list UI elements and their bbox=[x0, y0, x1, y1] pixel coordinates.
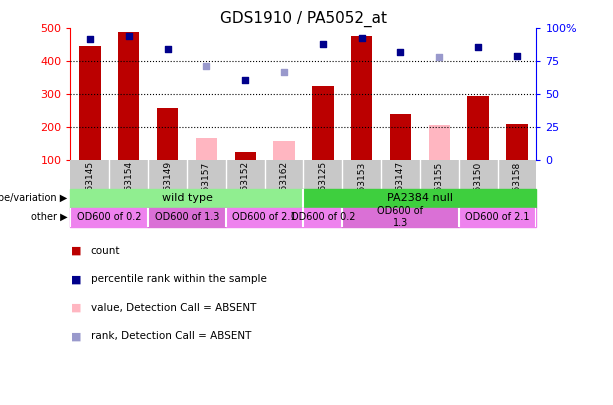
Point bbox=[512, 53, 522, 59]
Text: ■: ■ bbox=[70, 275, 81, 284]
Bar bbox=[70, 189, 303, 208]
Text: OD600 of 0.2: OD600 of 0.2 bbox=[77, 212, 142, 222]
Text: rank, Detection Call = ABSENT: rank, Detection Call = ABSENT bbox=[91, 331, 251, 341]
Text: ■: ■ bbox=[70, 246, 81, 256]
Text: GSM63155: GSM63155 bbox=[435, 161, 444, 211]
Bar bbox=[226, 208, 303, 227]
Bar bbox=[506, 124, 528, 160]
Point bbox=[240, 77, 250, 83]
Text: OD600 of 1.3: OD600 of 1.3 bbox=[154, 212, 219, 222]
Text: ■: ■ bbox=[70, 303, 81, 313]
Point bbox=[279, 68, 289, 75]
Bar bbox=[79, 47, 101, 160]
Bar bbox=[157, 108, 178, 160]
Bar bbox=[235, 151, 256, 160]
Bar bbox=[303, 189, 536, 208]
Bar bbox=[459, 208, 536, 227]
Text: OD600 of 2.1: OD600 of 2.1 bbox=[232, 212, 297, 222]
Point bbox=[318, 41, 328, 47]
Text: PA2384 null: PA2384 null bbox=[387, 193, 453, 203]
Bar bbox=[196, 139, 217, 160]
Bar bbox=[312, 86, 333, 160]
Bar bbox=[428, 125, 450, 160]
Text: GSM63153: GSM63153 bbox=[357, 161, 366, 211]
Text: genotype/variation ▶: genotype/variation ▶ bbox=[0, 193, 67, 203]
Point bbox=[435, 54, 444, 60]
Point bbox=[162, 46, 172, 53]
Text: GSM63152: GSM63152 bbox=[241, 161, 249, 211]
Point bbox=[202, 63, 211, 70]
Point bbox=[85, 36, 95, 42]
Text: GSM63154: GSM63154 bbox=[124, 161, 133, 211]
Bar bbox=[273, 141, 295, 160]
Text: value, Detection Call = ABSENT: value, Detection Call = ABSENT bbox=[91, 303, 256, 313]
Bar bbox=[468, 96, 489, 160]
Text: OD600 of
1.3: OD600 of 1.3 bbox=[378, 207, 424, 228]
Point bbox=[357, 34, 367, 41]
Text: GSM63125: GSM63125 bbox=[318, 161, 327, 211]
Bar bbox=[351, 36, 372, 160]
Text: GSM63158: GSM63158 bbox=[512, 161, 522, 211]
Text: GSM63145: GSM63145 bbox=[85, 161, 94, 211]
Text: GSM63147: GSM63147 bbox=[396, 161, 405, 211]
Point bbox=[395, 49, 405, 55]
Bar bbox=[148, 208, 226, 227]
Text: GSM63150: GSM63150 bbox=[474, 161, 482, 211]
Bar bbox=[303, 208, 342, 227]
Text: wild type: wild type bbox=[162, 193, 212, 203]
Text: percentile rank within the sample: percentile rank within the sample bbox=[91, 275, 267, 284]
Point bbox=[473, 43, 483, 50]
Text: GSM63157: GSM63157 bbox=[202, 161, 211, 211]
Title: GDS1910 / PA5052_at: GDS1910 / PA5052_at bbox=[220, 11, 387, 27]
Bar bbox=[70, 208, 148, 227]
Text: ■: ■ bbox=[70, 331, 81, 341]
Bar bbox=[390, 114, 411, 160]
Text: OD600 of 0.2: OD600 of 0.2 bbox=[291, 212, 355, 222]
Text: GSM63162: GSM63162 bbox=[280, 161, 289, 211]
Point bbox=[124, 33, 134, 39]
Text: other ▶: other ▶ bbox=[31, 212, 67, 222]
Text: count: count bbox=[91, 246, 120, 256]
Text: OD600 of 2.1: OD600 of 2.1 bbox=[465, 212, 530, 222]
Text: GSM63149: GSM63149 bbox=[163, 161, 172, 211]
Bar bbox=[118, 32, 139, 160]
Bar bbox=[342, 208, 459, 227]
